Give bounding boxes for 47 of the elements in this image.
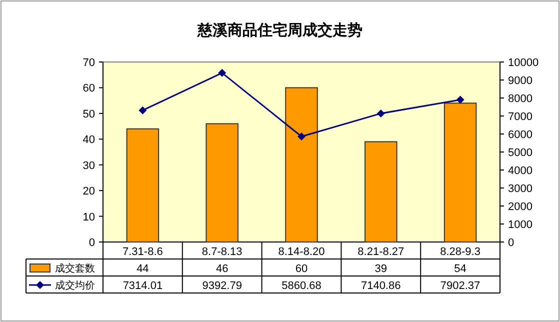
y2-tick-label: 10000 (508, 57, 539, 69)
y-tick-label: 20 (82, 186, 95, 198)
y2-tick-label: 4000 (508, 165, 532, 177)
data-label: 54 (454, 263, 466, 275)
legend-label: 成交均价 (55, 280, 95, 292)
y-tick-label: 30 (82, 160, 95, 172)
bar (206, 123, 238, 242)
bar (285, 87, 318, 242)
bar (444, 102, 477, 242)
point (456, 96, 464, 104)
data-label: 7902.37 (440, 280, 480, 292)
data-label: 46 (216, 263, 228, 275)
point (218, 68, 226, 77)
bar (126, 128, 160, 242)
y2-tick-label: 9000 (508, 75, 532, 87)
y2-tick-label: 6000 (508, 129, 532, 141)
data-label: 7140.86 (361, 280, 401, 292)
y-tick-label: 10 (82, 211, 95, 224)
x-tick-label: 8.7-8.13 (202, 246, 242, 258)
x-tick-label: 7.31-8.6 (122, 246, 163, 258)
x-tick-label: 8.21-8.27 (358, 246, 404, 258)
bar (364, 141, 398, 242)
point (298, 132, 306, 141)
chart-title: 慈溪商品住宅周成交走势 (196, 21, 362, 39)
x-tick-label: 8.14-8.20 (278, 246, 325, 258)
y2-tick-label: 1000 (508, 219, 532, 231)
y-tick-label: 60 (82, 82, 95, 95)
y2-tick-label: 3000 (508, 183, 532, 195)
data-label: 7314.01 (122, 280, 163, 292)
data-label: 9392.79 (202, 280, 242, 292)
x-tick-label: 8.28-9.3 (440, 246, 480, 258)
point (138, 106, 147, 114)
y2-tick-label: 0 (508, 237, 514, 249)
point (376, 109, 385, 118)
data-label: 60 (295, 263, 308, 275)
legend-label: 成交套数 (55, 262, 95, 274)
y-tick-label: 40 (82, 134, 95, 146)
data-label: 44 (136, 263, 149, 275)
data-label: 39 (374, 263, 388, 275)
y2-tick-label: 2000 (508, 201, 532, 213)
y-tick-label: 0 (88, 237, 95, 249)
y2-tick-label: 5000 (508, 147, 532, 159)
y-tick-label: 50 (82, 108, 95, 120)
y2-tick-label: 8000 (508, 93, 532, 105)
data-label: 5860.68 (282, 280, 322, 292)
y-tick-label: 70 (82, 57, 95, 69)
y2-tick-label: 7000 (508, 111, 532, 123)
